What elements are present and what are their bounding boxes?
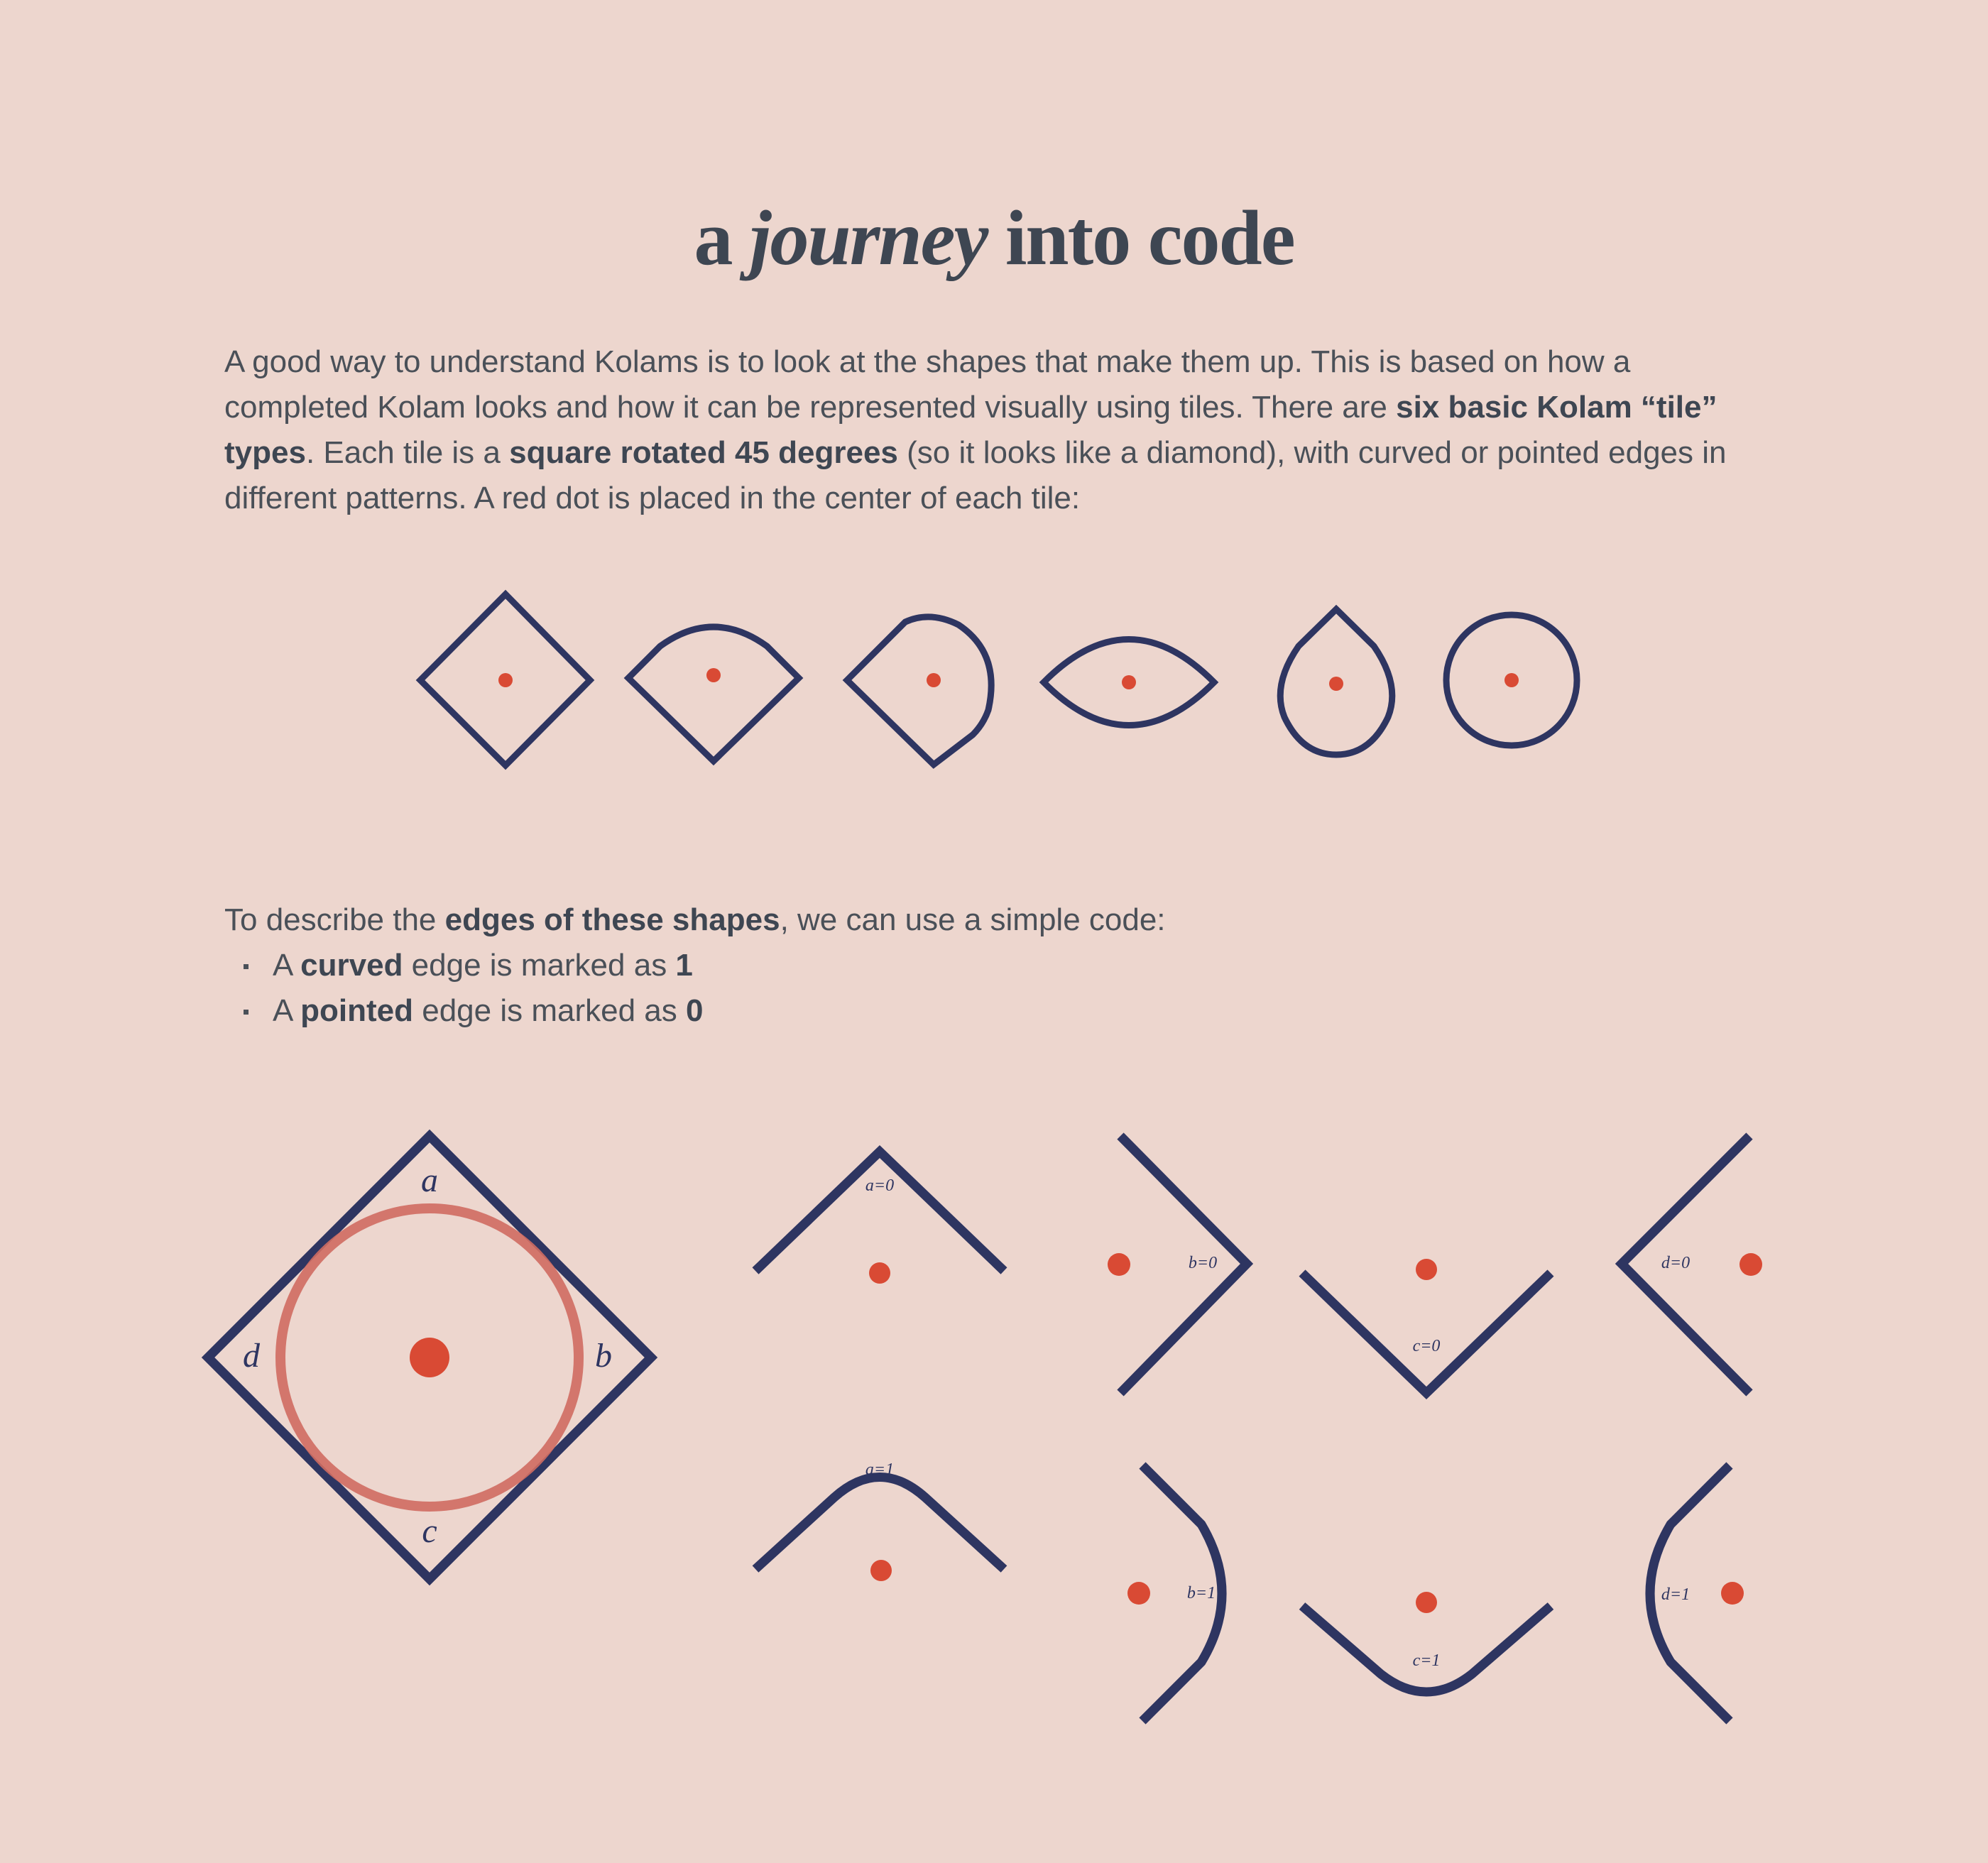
- curved-edge-c: c=1: [1299, 1592, 1554, 1697]
- center-dot: [410, 1338, 449, 1377]
- pointed-label-c: c=0: [1413, 1337, 1441, 1355]
- code-intro: To describe the edges of these shapes, w…: [224, 902, 1166, 937]
- tile-dot: [706, 668, 721, 682]
- bullet-pointed: A pointed edge is marked as 0: [241, 988, 703, 1034]
- intro-paragraph: A good way to understand Kolams is to lo…: [224, 344, 1727, 515]
- curved-label-b: b=1: [1187, 1584, 1216, 1602]
- edge-label-c: c: [422, 1512, 437, 1550]
- tile-dot: [1122, 675, 1136, 689]
- curved-label-c: c=1: [1413, 1651, 1441, 1670]
- tile-eye: [1039, 636, 1219, 728]
- curved-edge-a: a=1: [752, 1460, 1007, 1581]
- tile-dot: [498, 673, 513, 687]
- tile-circle: [1443, 611, 1580, 749]
- curved-label-d: d=1: [1661, 1585, 1690, 1604]
- labeled-tile: a b c d: [201, 1129, 658, 1586]
- pointed-edge-a: a=0: [752, 1144, 1007, 1284]
- pointed-label-a: a=0: [865, 1176, 894, 1195]
- tile-dot: [1504, 673, 1519, 687]
- code-bullets: A curved edge is marked as 1 A pointed e…: [241, 943, 703, 1034]
- bullet-curved: A curved edge is marked as 1: [241, 943, 703, 988]
- curved-label-a: a=1: [865, 1460, 894, 1479]
- pointed-edge-c: c=0: [1299, 1259, 1554, 1400]
- pointed-label-b: b=0: [1189, 1254, 1217, 1272]
- tile-dot: [1329, 677, 1343, 691]
- edge-label-b: b: [595, 1337, 612, 1375]
- inscribed-circle: [275, 1203, 584, 1512]
- tile-dot: [927, 673, 941, 687]
- tile-one-curved: [623, 623, 804, 766]
- tile-drop: [1277, 604, 1396, 758]
- tile-two-curved: [842, 613, 995, 769]
- curved-edge-d: d=1: [1645, 1462, 1744, 1725]
- edge-label-a: a: [421, 1162, 438, 1199]
- curved-edge-b: b=1: [1127, 1462, 1227, 1725]
- tile-pointed-diamond: [415, 589, 595, 770]
- page-title: a journey into code: [694, 194, 1295, 281]
- pointed-label-d: d=0: [1661, 1254, 1690, 1272]
- pointed-edge-b: b=0: [1108, 1132, 1254, 1397]
- pointed-edge-d: d=0: [1615, 1132, 1762, 1397]
- edge-label-d: d: [243, 1337, 261, 1375]
